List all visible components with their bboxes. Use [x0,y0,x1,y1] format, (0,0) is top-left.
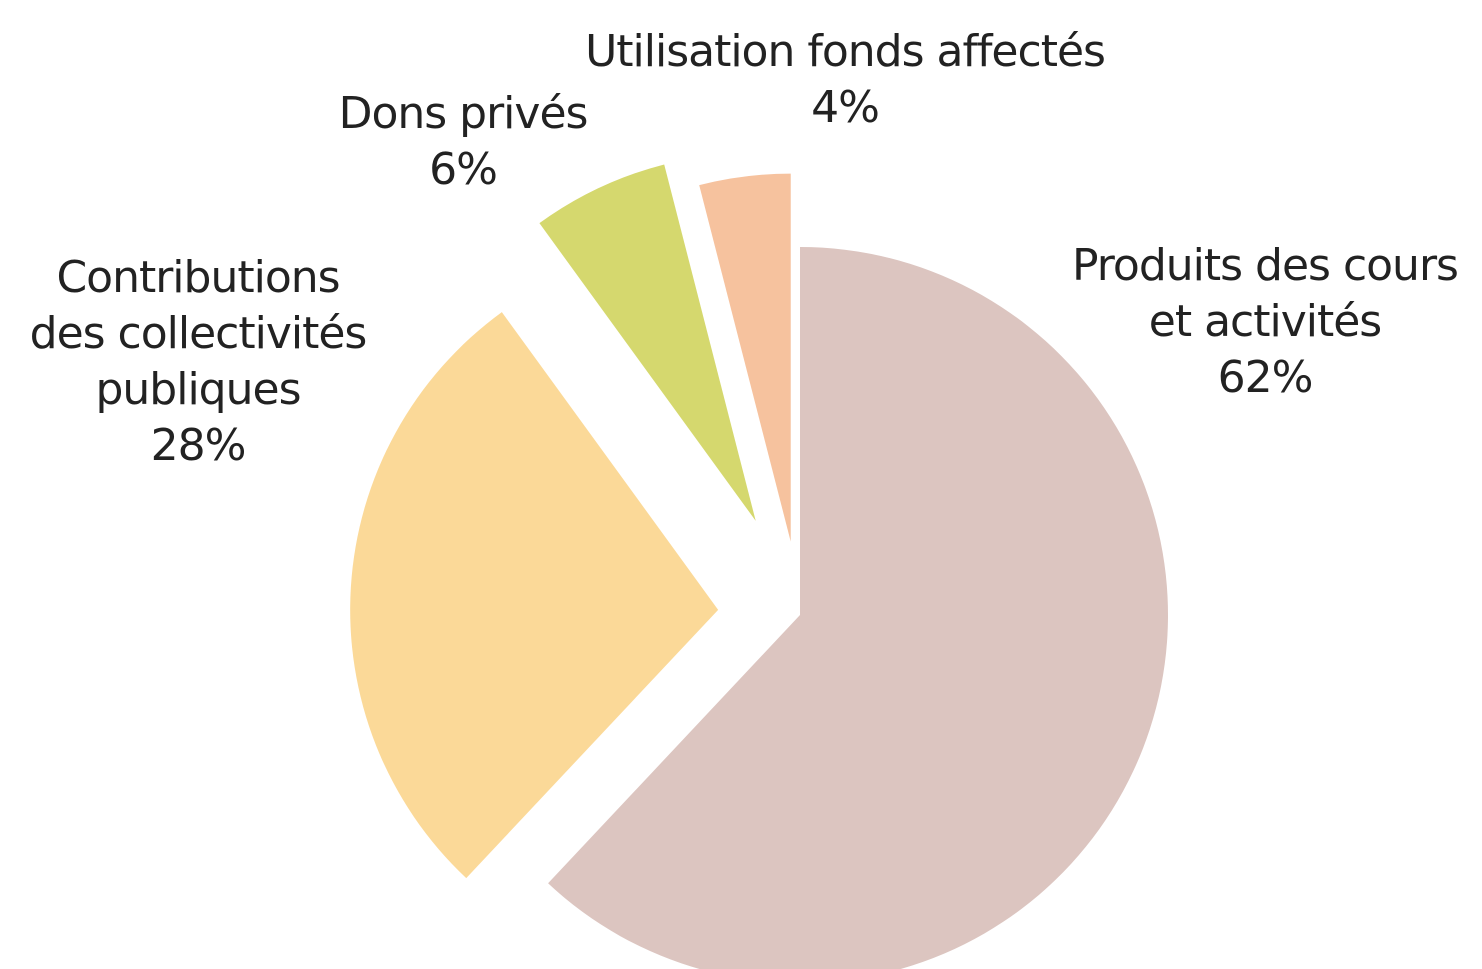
slice-label: Dons privés 6% [338,86,589,198]
pie-slice [539,164,756,521]
slice-label: Contributions des collectivités publique… [29,250,368,474]
pie-slice [699,173,791,542]
category-label: Produits des cours et activités [1072,240,1459,347]
pie-slice [350,312,719,879]
category-label: Utilisation fonds affectés [585,26,1106,77]
slice-label: Produits des cours et activités 62% [1072,238,1459,406]
value-label: 28% [150,420,247,471]
category-label: Dons privés [338,88,589,139]
value-label: 4% [811,82,880,133]
pie-slice [548,247,1168,969]
value-label: 6% [429,144,498,195]
value-label: 62% [1217,352,1314,403]
category-label: Contributions des collectivités publique… [29,252,368,415]
slice-label: Utilisation fonds affectés 4% [585,24,1106,136]
